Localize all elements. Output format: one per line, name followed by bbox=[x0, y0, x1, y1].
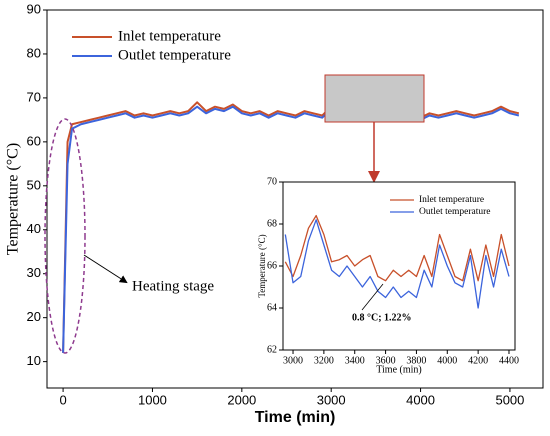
x-tick-label: 0 bbox=[59, 393, 66, 408]
y-tick-label: 40 bbox=[27, 221, 41, 236]
series-line bbox=[62, 101, 520, 353]
series-line bbox=[284, 219, 510, 309]
x-tick-label: 3800 bbox=[406, 355, 426, 366]
legend-label: Inlet temperature bbox=[419, 195, 484, 205]
heating-ellipse bbox=[44, 118, 86, 354]
x-axis-label: Time (min) bbox=[255, 409, 336, 426]
legend-label: Outlet temperature bbox=[118, 47, 231, 63]
x-tick-label: 3000 bbox=[317, 393, 346, 408]
y-axis-label: Temperature (°C) bbox=[257, 234, 267, 297]
x-tick-label: 3400 bbox=[345, 355, 365, 366]
x-tick-label: 4000 bbox=[437, 355, 457, 366]
series-line bbox=[62, 105, 520, 353]
plot-frame bbox=[46, 9, 544, 389]
series-line bbox=[284, 214, 510, 282]
x-tick-label: 5000 bbox=[495, 393, 524, 408]
x-tick-label: 3000 bbox=[283, 355, 303, 366]
x-tick-label: 4200 bbox=[468, 355, 488, 366]
heating-arrow bbox=[83, 254, 128, 284]
inset-pointer bbox=[361, 283, 384, 311]
annotation: Heating stage bbox=[132, 278, 214, 294]
y-tick-label: 10 bbox=[27, 353, 41, 368]
y-tick-label: 62 bbox=[267, 344, 277, 355]
y-tick-label: 60 bbox=[27, 133, 41, 148]
y-tick-label: 70 bbox=[27, 89, 41, 104]
y-tick-label: 68 bbox=[267, 218, 277, 229]
x-tick-label: 1000 bbox=[138, 393, 167, 408]
zoom-region bbox=[324, 74, 425, 123]
legend-label: Inlet temperature bbox=[118, 28, 221, 44]
legend-label: Outlet temperature bbox=[419, 207, 490, 217]
y-tick-label: 90 bbox=[27, 1, 41, 16]
y-tick-label: 80 bbox=[27, 45, 41, 60]
y-axis-label: Temperature (°C) bbox=[5, 143, 22, 255]
y-tick-label: 64 bbox=[267, 302, 277, 313]
x-tick-label: 3200 bbox=[314, 355, 334, 366]
x-tick-label: 2000 bbox=[227, 393, 256, 408]
y-tick-label: 20 bbox=[27, 309, 41, 324]
inset-plot: 3000 3200 3400 3600 3800 4000 4200 4400 62 64 66 68… bbox=[257, 176, 519, 375]
y-tick-label: 70 bbox=[267, 176, 277, 187]
y-tick-label: 30 bbox=[27, 265, 41, 280]
inset-background bbox=[283, 182, 515, 350]
y-tick-label: 50 bbox=[27, 177, 41, 192]
y-tick-label: 66 bbox=[267, 260, 277, 271]
x-tick-label: 4400 bbox=[499, 355, 519, 366]
annotation: 0.8 °C; 1.22% bbox=[352, 312, 412, 323]
x-tick-label: 4000 bbox=[406, 393, 435, 408]
x-axis-label: Time (min) bbox=[376, 364, 421, 375]
x-tick-label: 3600 bbox=[376, 355, 396, 366]
main-plot: 0 1000 2000 3000 4000 5000 10 20 30 40 50 60 70 80 90 T… bbox=[5, 1, 544, 426]
